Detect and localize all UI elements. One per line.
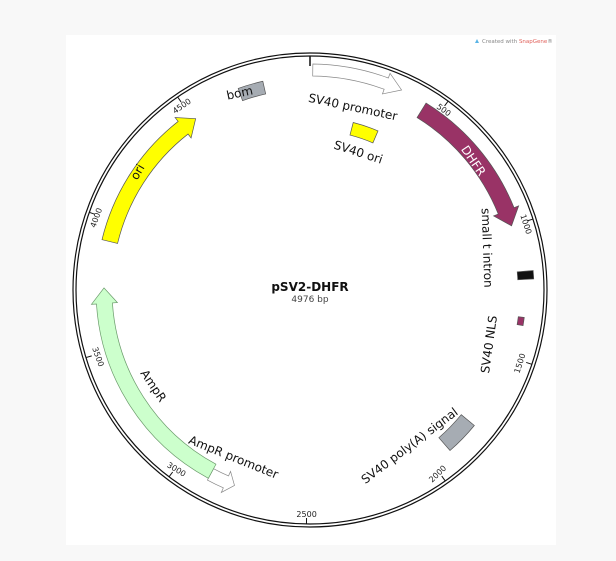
tick-mark [168,471,174,478]
tick-mark [441,475,446,482]
label-sv40-nls: SV40 NLS [478,315,500,375]
label-bom: bom [225,83,254,102]
label-small-t-intron: small t intron [479,208,496,288]
plasmid-length: 4976 bp [291,295,328,305]
backbone-outer [72,52,548,528]
label-sv40-promoter: SV40 promoter [307,91,399,124]
label-ori: ori [128,162,148,183]
label-sv40-ori: SV40 ori [332,138,384,167]
tick-mark [177,96,182,103]
tick-label: 2500 [296,510,316,519]
plasmid-map: Created with SnapGene® 50010001500200025… [72,38,553,528]
tick-mark [85,355,92,359]
tick-mark [527,218,534,222]
tick-mark [526,361,533,365]
feature-sv40-promoter[interactable] [312,63,403,95]
snapgene-watermark: Created with SnapGene® [475,38,553,45]
feature-ori[interactable] [101,117,197,244]
tick-label: 1500 [513,352,528,374]
svg-text:Created with SnapGene®: Created with SnapGene® [482,38,553,45]
feature-bom[interactable] [237,80,267,102]
tick-label: 1000 [518,213,533,235]
feature-ampr[interactable] [90,287,217,479]
feature-dhfr[interactable] [416,102,520,227]
snapgene-logo-icon [475,39,479,43]
feature-sv40-nls[interactable] [516,316,525,326]
feature-sv40-ori[interactable] [349,122,379,144]
tick-label: 4000 [89,207,104,229]
tick-label: 3500 [90,346,105,368]
tick-mark [89,211,96,215]
feature-sv40-poly-a-signal[interactable] [438,414,475,452]
label-sv40-polya: SV40 poly(A) signal [359,405,461,487]
plasmid-name: pSV2-DHFR [271,280,348,294]
feature-small-t-intron[interactable] [516,270,535,281]
map-canvas: Created with SnapGene® 500 1000 1500 2000 25… [66,35,556,545]
tick-mark [444,100,449,107]
